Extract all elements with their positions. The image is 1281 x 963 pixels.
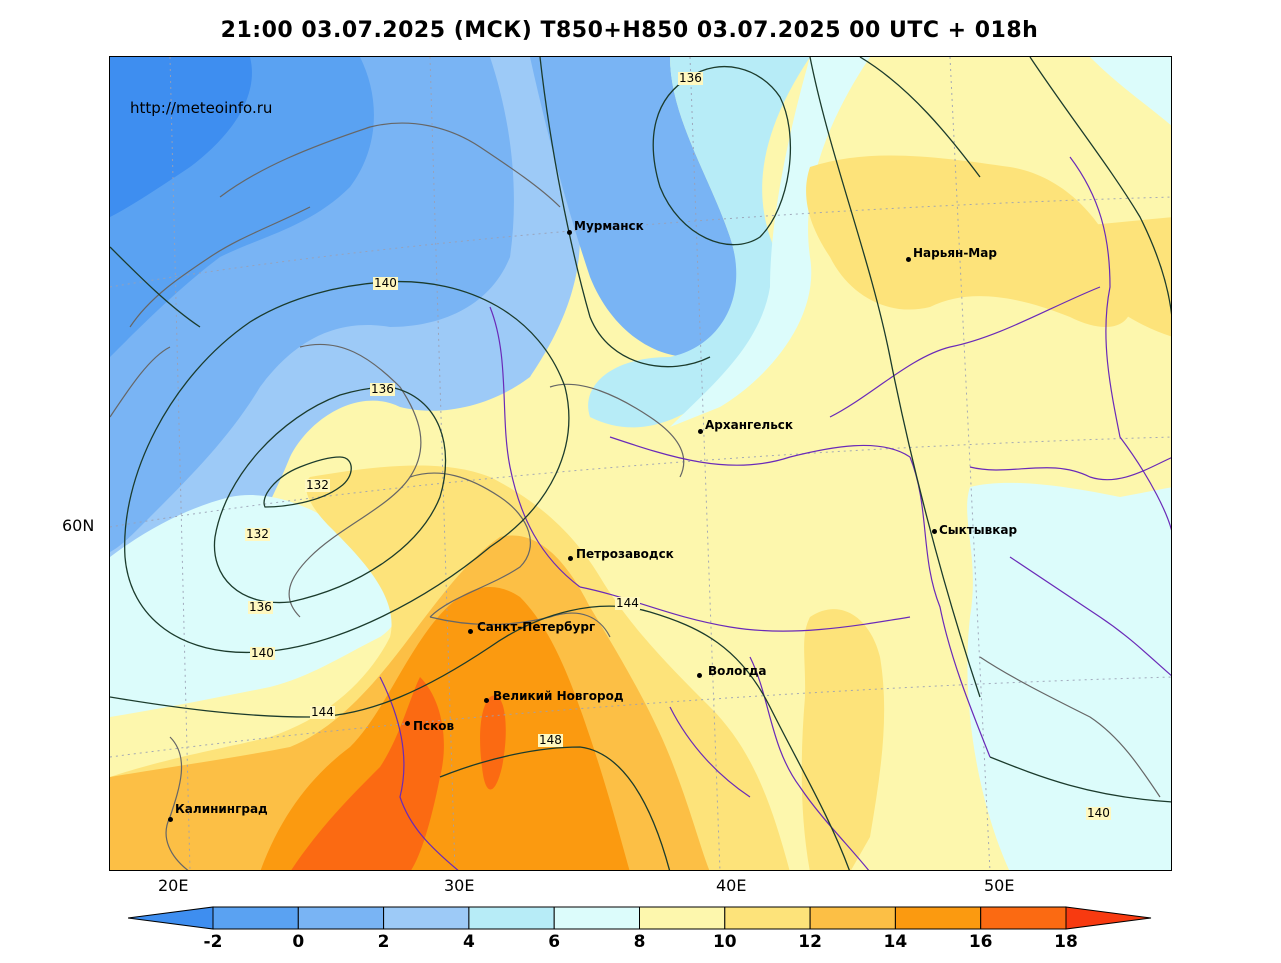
colorbar-cell: [639, 906, 726, 930]
colorbar-cell: [894, 906, 982, 930]
contour-label: 144: [310, 705, 335, 719]
contour-label: 136: [370, 382, 395, 396]
lon-label: 30E: [444, 876, 475, 895]
colorbar-cell: [724, 906, 811, 930]
contour-label: 140: [250, 646, 275, 660]
colorbar-cell: [980, 906, 1067, 930]
contour-label: 136: [678, 71, 703, 85]
colorbar-cell: [553, 906, 641, 930]
contour-label: 140: [373, 276, 398, 290]
city-marker: [468, 629, 473, 634]
city-marker: [698, 429, 703, 434]
contour-label: 132: [305, 478, 330, 492]
city-marker: [405, 721, 410, 726]
contour-label: 132: [245, 527, 270, 541]
colorbar-tick-label: 0: [292, 932, 305, 952]
lon-label: 20E: [158, 876, 189, 895]
colorbar-cell: [212, 906, 299, 930]
city-label-petrozavodsk: Петрозаводск: [576, 547, 674, 561]
map-panel: http://meteoinfo.ru 136 140 136 132 132 …: [109, 56, 1172, 871]
colorbar-tick-label: 12: [798, 932, 822, 952]
colorbar-arrow-high: [1065, 906, 1152, 930]
city-marker: [484, 698, 489, 703]
colorbar-tick-label: -2: [203, 932, 223, 952]
city-label-kaliningrad: Калининград: [175, 802, 268, 816]
city-label-syktyvkar: Сыктывкар: [939, 523, 1018, 537]
colorbar-tick-label: 18: [1054, 932, 1078, 952]
city-label-pskov: Псков: [413, 719, 455, 733]
colorbar-tick-label: 8: [633, 932, 646, 952]
city-marker: [697, 673, 702, 678]
lon-label: 40E: [716, 876, 747, 895]
colorbar-tick-label: 6: [548, 932, 561, 952]
colorbar-cell: [468, 906, 555, 930]
map-title: 21:00 03.07.2025 (МСК) T850+H850 03.07.2…: [220, 18, 1039, 43]
city-label-murmansk: Мурманск: [574, 219, 644, 233]
lat-label: 60N: [62, 516, 95, 535]
city-label-vologda: Вологда: [708, 664, 767, 678]
contour-label: 144: [615, 596, 640, 610]
city-label-veliky-novgorod: Великий Новгород: [493, 689, 624, 703]
city-label-naryan-mar: Нарьян-Мар: [913, 246, 997, 260]
contour-label: 140: [1086, 806, 1111, 820]
city-marker: [168, 817, 173, 822]
contour-label: 148: [538, 733, 563, 747]
contour-label: 136: [248, 600, 273, 614]
colorbar-tick-label: 4: [462, 932, 475, 952]
colorbar-arrow-low: [128, 906, 214, 930]
city-marker: [932, 529, 937, 534]
colorbar: [128, 906, 1152, 930]
colorbar-cell: [809, 906, 896, 930]
city-label-saint-petersburg: Санкт-Петербург: [477, 620, 596, 634]
city-label-arkhangelsk: Архангельск: [705, 418, 794, 432]
colorbar-tick-label: 2: [377, 932, 390, 952]
temperature-field: [110, 57, 1171, 870]
city-marker: [568, 556, 573, 561]
colorbar-tick-label: 16: [968, 932, 993, 952]
city-marker: [906, 257, 911, 262]
colorbar-cell: [383, 906, 470, 930]
lon-label: 50E: [984, 876, 1015, 895]
colorbar-cell: [297, 906, 385, 930]
colorbar-tick-label: 10: [712, 932, 737, 952]
colorbar-tick-label: 14: [883, 932, 908, 952]
city-marker: [567, 230, 572, 235]
site-url: http://meteoinfo.ru: [130, 99, 273, 117]
